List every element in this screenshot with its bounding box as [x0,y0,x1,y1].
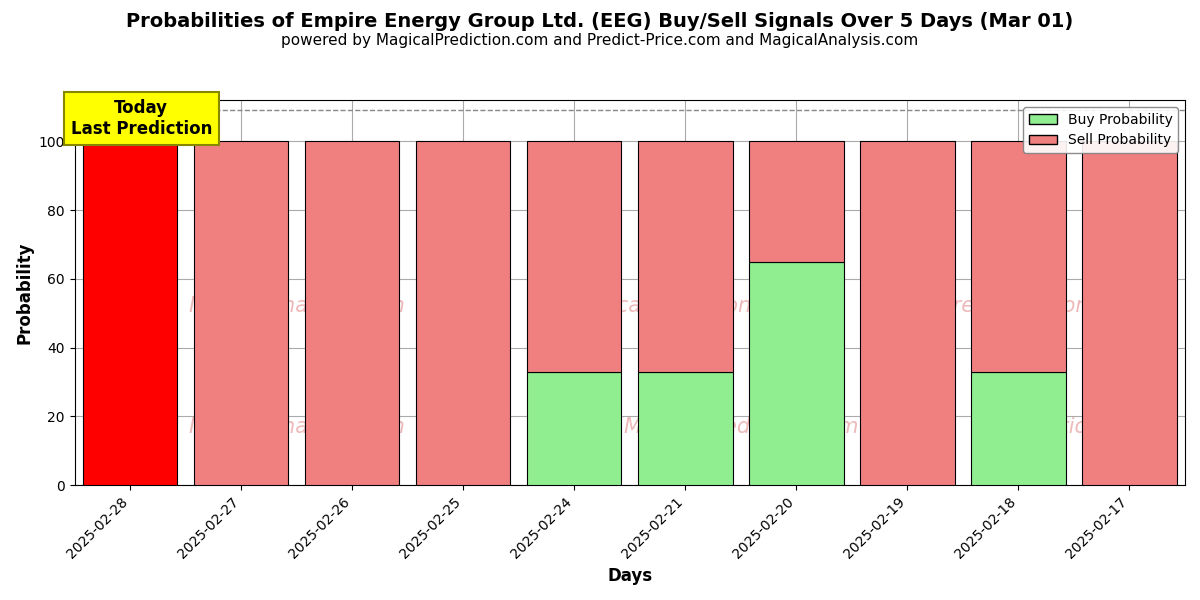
Bar [749,141,844,262]
Bar [527,141,622,372]
Y-axis label: Probability: Probability [16,241,34,344]
Bar [527,372,622,485]
Bar [638,372,732,485]
Text: MagicalAnalysis.com: MagicalAnalysis.com [188,296,406,316]
Bar [416,141,510,485]
Bar [749,262,844,485]
Bar [1082,141,1177,485]
Text: Probabilities of Empire Energy Group Ltd. (EEG) Buy/Sell Signals Over 5 Days (Ma: Probabilities of Empire Energy Group Ltd… [126,12,1074,31]
Bar [638,141,732,372]
Bar [194,141,288,485]
Legend: Buy Probability, Sell Probability: Buy Probability, Sell Probability [1024,107,1178,153]
Text: MagicalPrediction.com: MagicalPrediction.com [623,417,859,437]
Text: MagicalPrediction.com: MagicalPrediction.com [568,296,803,316]
Text: Prediction.com: Prediction.com [996,417,1152,437]
Bar [971,372,1066,485]
Bar [83,141,178,485]
Bar [971,141,1066,372]
Text: powered by MagicalPrediction.com and Predict-Price.com and MagicalAnalysis.com: powered by MagicalPrediction.com and Pre… [281,33,919,48]
Bar [860,141,955,485]
X-axis label: Days: Days [607,567,653,585]
Bar [305,141,400,485]
Text: Prediction.com: Prediction.com [941,296,1097,316]
Text: MagicalAnalysis.com: MagicalAnalysis.com [188,417,406,437]
Text: Today
Last Prediction: Today Last Prediction [71,99,212,138]
